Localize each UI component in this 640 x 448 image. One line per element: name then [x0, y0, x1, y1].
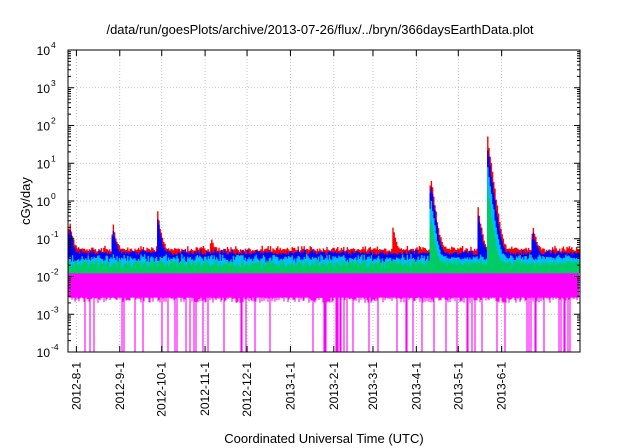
y-tick-label-exponent: -4: [51, 342, 59, 352]
y-tick-label-exponent: -3: [51, 304, 59, 314]
x-tick-label: 2012-12-1: [240, 362, 254, 417]
y-tick-label: 10: [37, 44, 51, 58]
y-tick-label-exponent: 4: [51, 40, 56, 50]
y-tick-label-exponent: -1: [51, 229, 59, 239]
y-tick-label-exponent: -2: [51, 267, 59, 277]
y-tick-label-exponent: 2: [51, 116, 56, 126]
y-tick-label-exponent: 1: [51, 153, 56, 163]
series-line-0: [68, 136, 580, 260]
y-tick-label-exponent: 0: [51, 191, 56, 201]
x-tick-label: 2013-2-1: [327, 362, 341, 410]
y-tick-label-exponent: 3: [51, 78, 56, 88]
y-axis-label: cGy/day: [18, 177, 33, 225]
y-tick-label: 10: [37, 233, 51, 247]
series-group: [68, 136, 580, 352]
series-path: [68, 136, 580, 260]
y-tick-label: 10: [37, 120, 51, 134]
x-tick-label: 2013-1-1: [283, 362, 297, 410]
y-tick-label: 10: [37, 82, 51, 96]
x-tick-label: 2012-9-1: [113, 362, 127, 410]
x-tick-label: 2013-6-1: [495, 362, 509, 410]
y-tick-label: 10: [37, 308, 51, 322]
x-tick-label: 2013-3-1: [366, 362, 380, 410]
series-line-1: [68, 150, 580, 264]
x-tick-label: 2013-5-1: [451, 362, 465, 410]
series-path: [68, 189, 580, 274]
series-line-4: [68, 262, 579, 352]
y-tick-label: 10: [37, 195, 51, 209]
chart-title: /data/run/goesPlots/archive/2013-07-26/f…: [106, 22, 533, 37]
series-fill: [69, 269, 579, 298]
x-tick-label: 2012-10-1: [155, 362, 169, 417]
series-line-3: [68, 189, 580, 274]
x-tick-label: 2013-4-1: [409, 362, 423, 410]
x-tick-label: 2012-8-1: [69, 362, 83, 410]
x-tick-label: 2012-11-1: [198, 362, 212, 416]
series-path: [68, 150, 580, 264]
y-tick-label: 10: [37, 346, 51, 360]
y-tick-label: 10: [37, 157, 51, 171]
y-tick-label: 10: [37, 271, 51, 285]
x-axis-label: Coordinated Universal Time (UTC): [224, 431, 423, 446]
